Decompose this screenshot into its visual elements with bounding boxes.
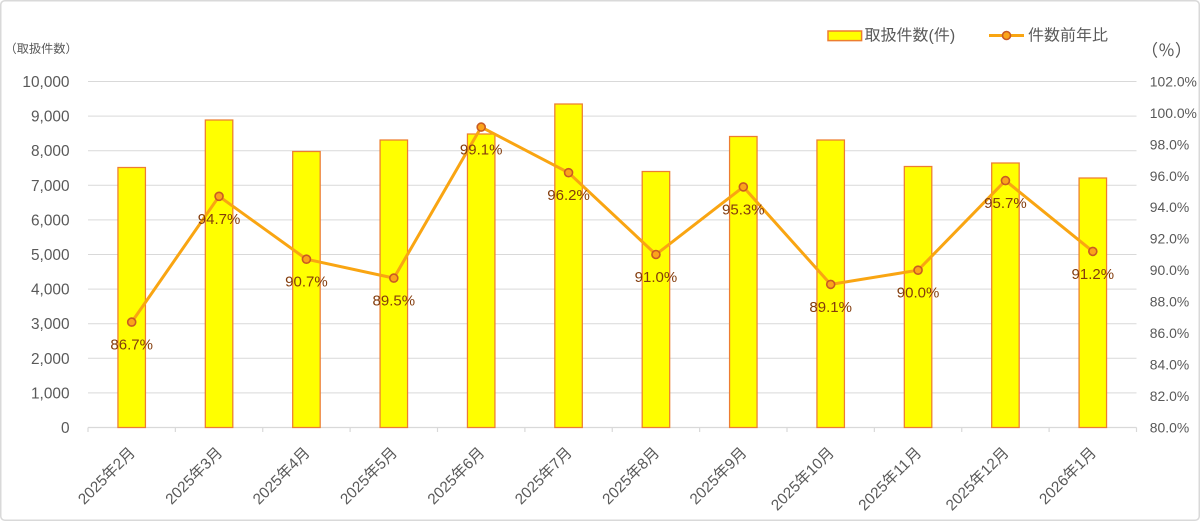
svg-text:84.0%: 84.0% bbox=[1150, 356, 1189, 372]
svg-text:90.7%: 90.7% bbox=[285, 274, 328, 291]
svg-text:1,000: 1,000 bbox=[31, 385, 70, 402]
svg-text:94.0%: 94.0% bbox=[1150, 199, 1189, 215]
svg-text:95.3%: 95.3% bbox=[722, 201, 765, 218]
svg-text:96.2%: 96.2% bbox=[547, 187, 590, 204]
svg-text:9,000: 9,000 bbox=[31, 109, 70, 126]
svg-text:92.0%: 92.0% bbox=[1150, 231, 1189, 247]
svg-text:7,000: 7,000 bbox=[31, 178, 70, 195]
svg-text:98.0%: 98.0% bbox=[1150, 136, 1189, 152]
svg-text:4,000: 4,000 bbox=[31, 282, 70, 299]
svg-text:82.0%: 82.0% bbox=[1150, 388, 1189, 404]
svg-text:0: 0 bbox=[61, 420, 70, 437]
svg-text:5,000: 5,000 bbox=[31, 247, 70, 264]
svg-text:91.0%: 91.0% bbox=[635, 269, 678, 286]
svg-text:3,000: 3,000 bbox=[31, 316, 70, 333]
svg-text:99.1%: 99.1% bbox=[460, 142, 503, 159]
svg-text:102.0%: 102.0% bbox=[1150, 73, 1197, 89]
svg-text:89.1%: 89.1% bbox=[809, 299, 852, 316]
svg-text:8,000: 8,000 bbox=[31, 143, 70, 160]
svg-text:10,000: 10,000 bbox=[22, 74, 69, 91]
svg-text:86.0%: 86.0% bbox=[1150, 325, 1189, 341]
svg-text:95.7%: 95.7% bbox=[984, 195, 1027, 212]
svg-text:(: ( bbox=[929, 28, 935, 45]
svg-text:88.0%: 88.0% bbox=[1150, 294, 1189, 310]
svg-text:): ) bbox=[950, 28, 955, 45]
svg-text:91.2%: 91.2% bbox=[1072, 266, 1115, 283]
svg-text:86.7%: 86.7% bbox=[110, 337, 153, 354]
svg-text:2,000: 2,000 bbox=[31, 351, 70, 368]
svg-text:94.7%: 94.7% bbox=[198, 211, 241, 228]
svg-text:96.0%: 96.0% bbox=[1150, 168, 1189, 184]
svg-text:90.0%: 90.0% bbox=[897, 285, 940, 302]
svg-text:80.0%: 80.0% bbox=[1150, 419, 1189, 435]
svg-text:90.0%: 90.0% bbox=[1150, 262, 1189, 278]
svg-text:89.5%: 89.5% bbox=[373, 293, 416, 310]
svg-text:100.0%: 100.0% bbox=[1150, 105, 1197, 121]
svg-text:6,000: 6,000 bbox=[31, 212, 70, 229]
